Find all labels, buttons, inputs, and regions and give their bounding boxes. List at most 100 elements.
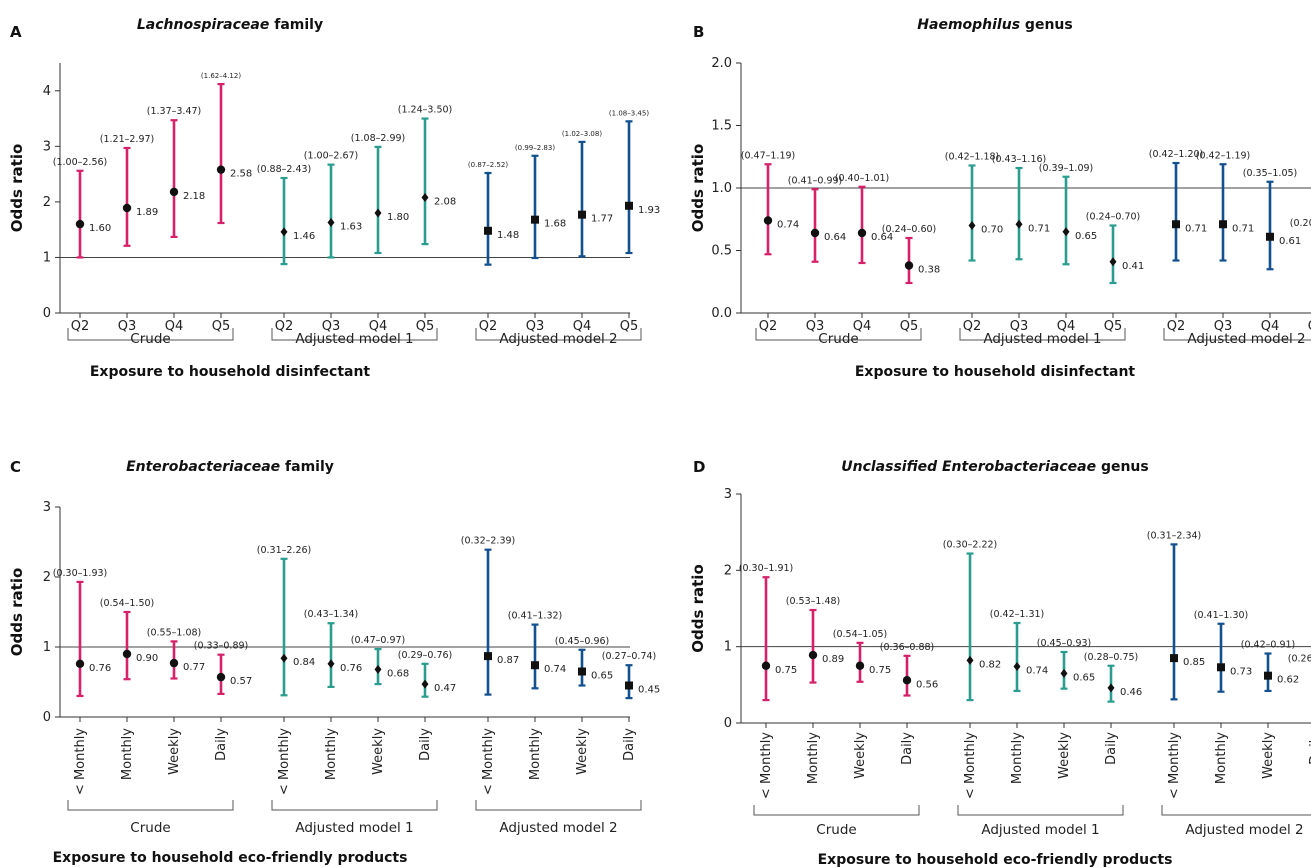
- x-tick-label: Monthly: [1214, 732, 1229, 784]
- ci-label: (0.53–1.48): [786, 596, 840, 607]
- x-axis-label: Exposure to household disinfectant: [90, 364, 371, 380]
- group-label: Adjusted model 1: [295, 820, 413, 836]
- or-value-label: 0.64: [824, 232, 846, 243]
- group-bracket: [68, 800, 233, 810]
- panel-letter: B: [693, 23, 704, 41]
- point-marker: [123, 650, 131, 658]
- or-value-label: 1.48: [497, 230, 519, 241]
- or-value-label: 1.63: [340, 221, 362, 232]
- point-marker: [1219, 220, 1227, 228]
- point-marker: [811, 229, 819, 237]
- point-marker: [762, 662, 770, 670]
- or-value-label: 1.77: [591, 214, 613, 225]
- panel-letter: A: [10, 23, 22, 41]
- or-value-label: 0.76: [89, 663, 111, 674]
- group-label: Crude: [818, 331, 858, 347]
- panel-title-italic: Lachnospiraceae: [137, 17, 269, 33]
- or-value-label: 0.74: [544, 664, 566, 675]
- ci-label: (0.42–0.91): [1241, 640, 1295, 651]
- group-label: Adjusted model 1: [981, 822, 1099, 838]
- point-marker: [764, 216, 772, 224]
- ci-label: (1.37–3.47): [147, 106, 201, 117]
- ci-label: (0.28–0.75): [1084, 652, 1138, 663]
- point-marker: [1063, 227, 1070, 236]
- point-marker: [1110, 257, 1117, 266]
- or-value-label: 0.76: [340, 663, 362, 674]
- or-value-label: 0.75: [869, 665, 891, 676]
- point-marker: [422, 193, 429, 202]
- x-tick-label: < Monthly: [481, 728, 496, 795]
- or-value-label: 0.47: [434, 683, 456, 694]
- y-tick-label: 3: [43, 139, 51, 154]
- ci-label: (1.08–3.45): [609, 109, 649, 117]
- x-tick-label: Q5: [416, 319, 435, 334]
- panel-title: Lachnospiraceae family: [137, 17, 323, 33]
- panel-title: Haemophilus genus: [917, 17, 1072, 33]
- y-axis-label: Odds ratio: [689, 564, 707, 653]
- ci-label: (0.32–2.39): [461, 536, 515, 547]
- point-marker: [217, 673, 225, 681]
- group-bracket: [476, 800, 641, 810]
- group-bracket: [754, 805, 919, 815]
- ci-label: (0.30–1.91): [739, 563, 793, 574]
- group-label: Crude: [130, 331, 170, 347]
- panel-title-rest: genus: [1096, 459, 1149, 475]
- ci-label: (0.31–2.26): [257, 545, 311, 556]
- x-tick-label: Monthly: [528, 728, 543, 780]
- y-tick-label: 1: [724, 640, 732, 655]
- y-tick-label: 3: [724, 487, 732, 502]
- point-marker: [625, 202, 633, 210]
- group-label: Adjusted model 1: [983, 331, 1101, 347]
- ci-label: (0.55–1.08): [147, 627, 201, 638]
- ci-label: (1.08–2.99): [351, 133, 405, 144]
- y-tick-label: 0: [43, 710, 51, 725]
- x-tick-label: Daily: [622, 728, 637, 761]
- or-value-label: 0.85: [1183, 657, 1205, 668]
- x-tick-label: Monthly: [806, 732, 821, 784]
- y-tick-label: 3: [43, 500, 51, 515]
- x-tick-label: < Monthly: [73, 728, 88, 795]
- x-tick-label: Weekly: [1261, 732, 1276, 779]
- ci-label: (0.54–1.50): [100, 598, 154, 609]
- panel-title-rest: genus: [1020, 17, 1073, 33]
- x-tick-label: Daily: [418, 728, 433, 761]
- x-tick-label: < Monthly: [759, 732, 774, 799]
- or-value-label: 2.58: [230, 169, 252, 180]
- point-marker: [969, 221, 976, 230]
- or-value-label: 1.68: [544, 219, 566, 230]
- ci-label: (0.39–1.09): [1039, 163, 1093, 174]
- ci-label: (1.24–3.50): [398, 105, 452, 116]
- or-value-label: 0.89: [822, 654, 844, 665]
- panel-a: A Lachnospiraceae family 0 1 2 3 4 Odds ratio 1.…: [8, 17, 660, 380]
- y-axis-label: Odds ratio: [8, 568, 26, 657]
- point-marker: [484, 652, 492, 660]
- point-marker: [625, 682, 633, 690]
- or-value-label: 0.77: [183, 662, 205, 673]
- x-tick-label: Q5: [1104, 319, 1123, 334]
- ci-label: (0.47–0.97): [351, 635, 405, 646]
- or-value-label: 0.65: [591, 671, 613, 682]
- ci-label: (1.00–2.56): [53, 157, 107, 168]
- panel-c: C Enterobacteriaceae family 0 1 2 3 Odds ratio…: [8, 458, 660, 866]
- ci-label: (0.42–1.31): [990, 609, 1044, 620]
- y-tick-label: 1: [43, 640, 51, 655]
- x-tick-label: Monthly: [120, 728, 135, 780]
- point-marker: [375, 665, 382, 674]
- x-tick-label: < Monthly: [963, 732, 978, 799]
- or-value-label: 0.84: [293, 657, 315, 668]
- ci-label: (0.31–2.34): [1147, 530, 1201, 541]
- or-value-label: 2.18: [183, 191, 205, 202]
- ci-label: (0.30–2.22): [943, 540, 997, 551]
- point-marker: [217, 165, 225, 173]
- group-label: Adjusted model 2: [499, 820, 617, 836]
- point-marker: [905, 261, 913, 269]
- point-marker: [858, 229, 866, 237]
- panel-letter: C: [10, 458, 21, 476]
- or-value-label: 0.87: [497, 655, 519, 666]
- ci-label: (1.62–4.12): [201, 72, 241, 80]
- point-marker: [578, 211, 586, 219]
- ci-label: (1.02–3.08): [562, 130, 602, 138]
- ci-label: (0.42–1.19): [1196, 150, 1250, 161]
- point-marker: [1217, 663, 1225, 671]
- y-tick-label: 4: [43, 84, 51, 99]
